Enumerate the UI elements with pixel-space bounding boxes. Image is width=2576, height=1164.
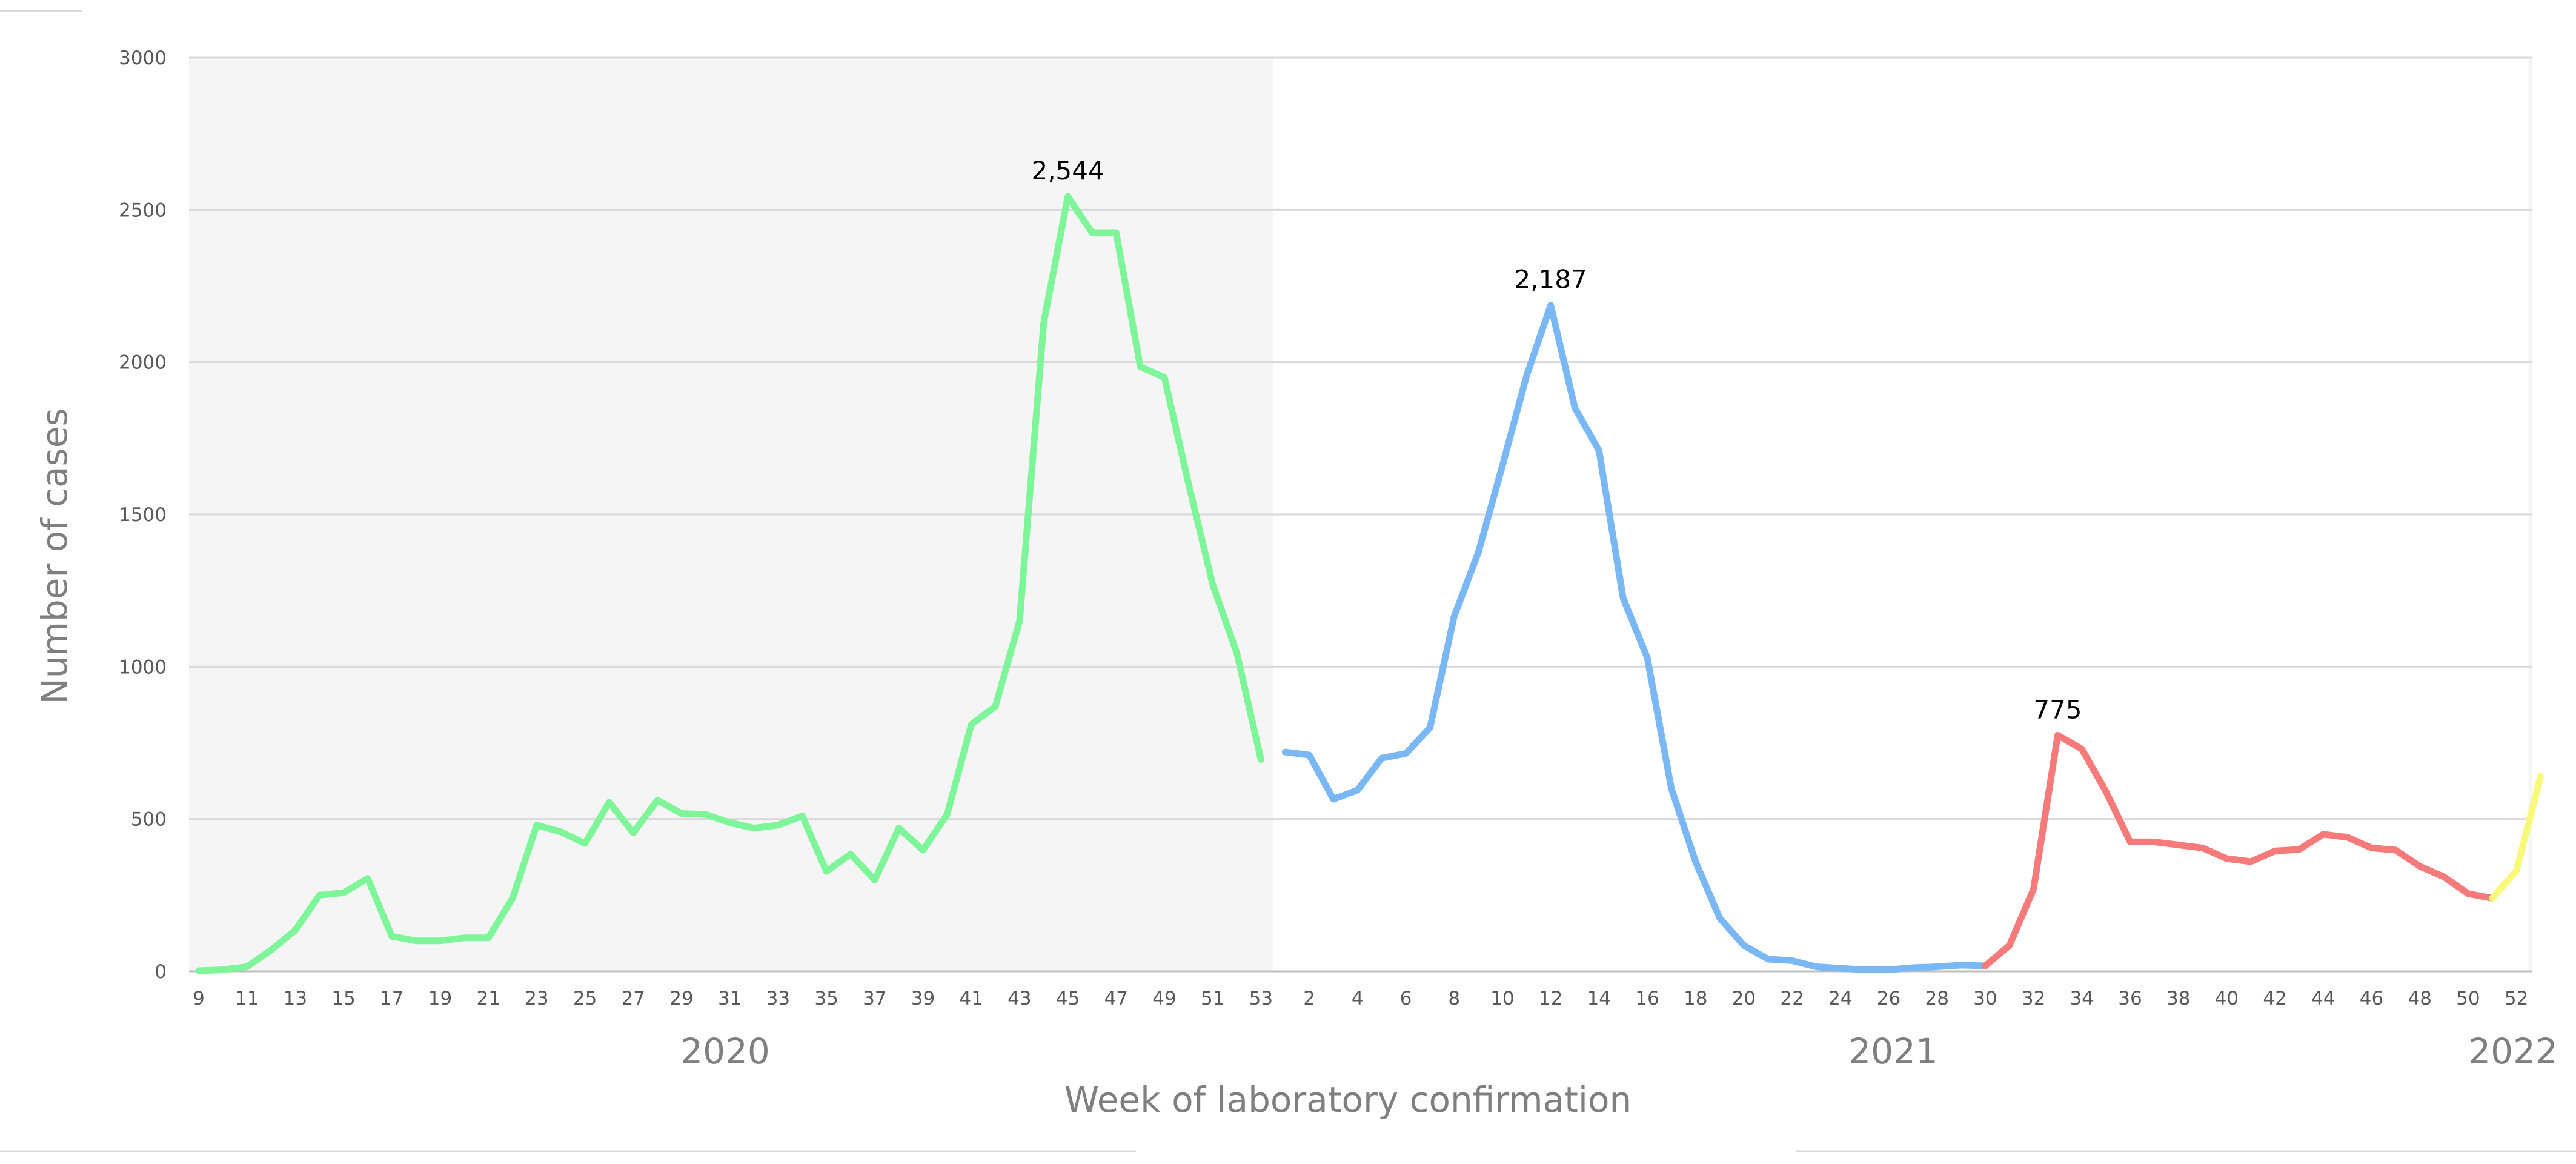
x-tick-label: 6 xyxy=(1400,988,1412,1009)
y-tick-label: 500 xyxy=(131,809,167,831)
series-line-1 xyxy=(195,193,1264,974)
x-tick-label: 18 xyxy=(1684,988,1707,1009)
peak-label: 775 xyxy=(2033,694,2082,724)
x-tick-label: 19 xyxy=(428,988,452,1009)
y-tick-label: 1000 xyxy=(119,656,167,678)
x-tick-label: 39 xyxy=(911,988,935,1009)
x-tick-label: 45 xyxy=(1056,988,1080,1009)
x-tick-label: 51 xyxy=(1201,988,1224,1009)
x-tick-label: 10 xyxy=(1490,988,1514,1009)
x-tick-label: 13 xyxy=(284,988,307,1009)
y-axis-title: Number of cases xyxy=(34,408,75,704)
x-tick-label: 22 xyxy=(1780,988,1804,1009)
axis-labels: Week of laboratory confirmation Number o… xyxy=(34,408,1632,1120)
x-tick-label: 52 xyxy=(2505,988,2528,1009)
peak-label: 2,187 xyxy=(1514,265,1587,294)
x-tick-label: 11 xyxy=(235,988,259,1009)
x-tick-label: 50 xyxy=(2456,988,2480,1009)
x-tick-label: 26 xyxy=(1877,988,1900,1009)
x-tick-label: 21 xyxy=(476,988,500,1009)
x-tick-label: 42 xyxy=(2263,988,2286,1009)
x-tick-label: 47 xyxy=(1104,988,1128,1009)
x-tick-label: 31 xyxy=(718,988,742,1009)
x-tick-label: 24 xyxy=(1828,988,1852,1009)
year-label-2020: 2020 xyxy=(680,1031,770,1072)
x-tick-label: 14 xyxy=(1587,988,1611,1009)
x-tick-label: 4 xyxy=(1352,988,1364,1009)
x-tick-label: 23 xyxy=(525,988,548,1009)
year-label-2021: 2021 xyxy=(1848,1031,1938,1072)
x-tick-label: 20 xyxy=(1732,988,1756,1009)
x-tick-label: 43 xyxy=(1007,988,1031,1009)
x-tick-label: 8 xyxy=(1448,988,1460,1009)
x-tick-label: 25 xyxy=(573,988,597,1009)
x-tick-label: 35 xyxy=(814,988,838,1009)
x-tick-label: 2 xyxy=(1303,988,1315,1009)
x-tick-label: 12 xyxy=(1539,988,1562,1009)
x-tick-label: 46 xyxy=(2360,988,2383,1009)
y-tick-label: 2500 xyxy=(119,199,167,221)
year-label-2022: 2022 xyxy=(2468,1031,2558,1072)
x-tick-label: 38 xyxy=(2166,988,2190,1009)
x-tick-label: 32 xyxy=(2022,988,2045,1009)
x-tick-label: 53 xyxy=(1249,988,1273,1009)
x-tick-label: 17 xyxy=(380,988,403,1009)
y-tick-label: 1500 xyxy=(119,504,167,526)
x-tick-label: 16 xyxy=(1635,988,1659,1009)
x-tick-label: 29 xyxy=(669,988,693,1009)
series-line-2 xyxy=(1281,302,1989,973)
plot-background xyxy=(0,10,2576,1152)
series-lines: 2,544 2,187 775 xyxy=(195,156,2544,974)
x-axis-title: Week of laboratory confirmation xyxy=(1064,1079,1632,1120)
x-tick-label: 40 xyxy=(2215,988,2239,1009)
x-tick-label: 37 xyxy=(863,988,886,1009)
y-tick-label: 0 xyxy=(154,961,167,983)
series-line-4 xyxy=(2489,773,2544,902)
x-tick-label: 48 xyxy=(2408,988,2431,1009)
x-tick-label: 28 xyxy=(1925,988,1948,1009)
y-tick-label: 2000 xyxy=(119,352,167,374)
series-line-3 xyxy=(1982,731,2496,969)
x-tick-label: 36 xyxy=(2118,988,2142,1009)
x-tick-label: 34 xyxy=(2070,988,2094,1009)
x-tick-label: 27 xyxy=(622,988,645,1009)
x-tick-label: 33 xyxy=(766,988,790,1009)
x-tick-label: 44 xyxy=(2311,988,2335,1009)
x-tick-label: 41 xyxy=(959,988,983,1009)
x-tick-label: 15 xyxy=(331,988,355,1009)
peak-label: 2,544 xyxy=(1031,156,1104,185)
x-tick-label: 49 xyxy=(1152,988,1176,1009)
y-tick-label: 3000 xyxy=(119,47,167,69)
x-tick-label: 30 xyxy=(1973,988,1997,1009)
x-tick-label: 9 xyxy=(193,988,205,1009)
